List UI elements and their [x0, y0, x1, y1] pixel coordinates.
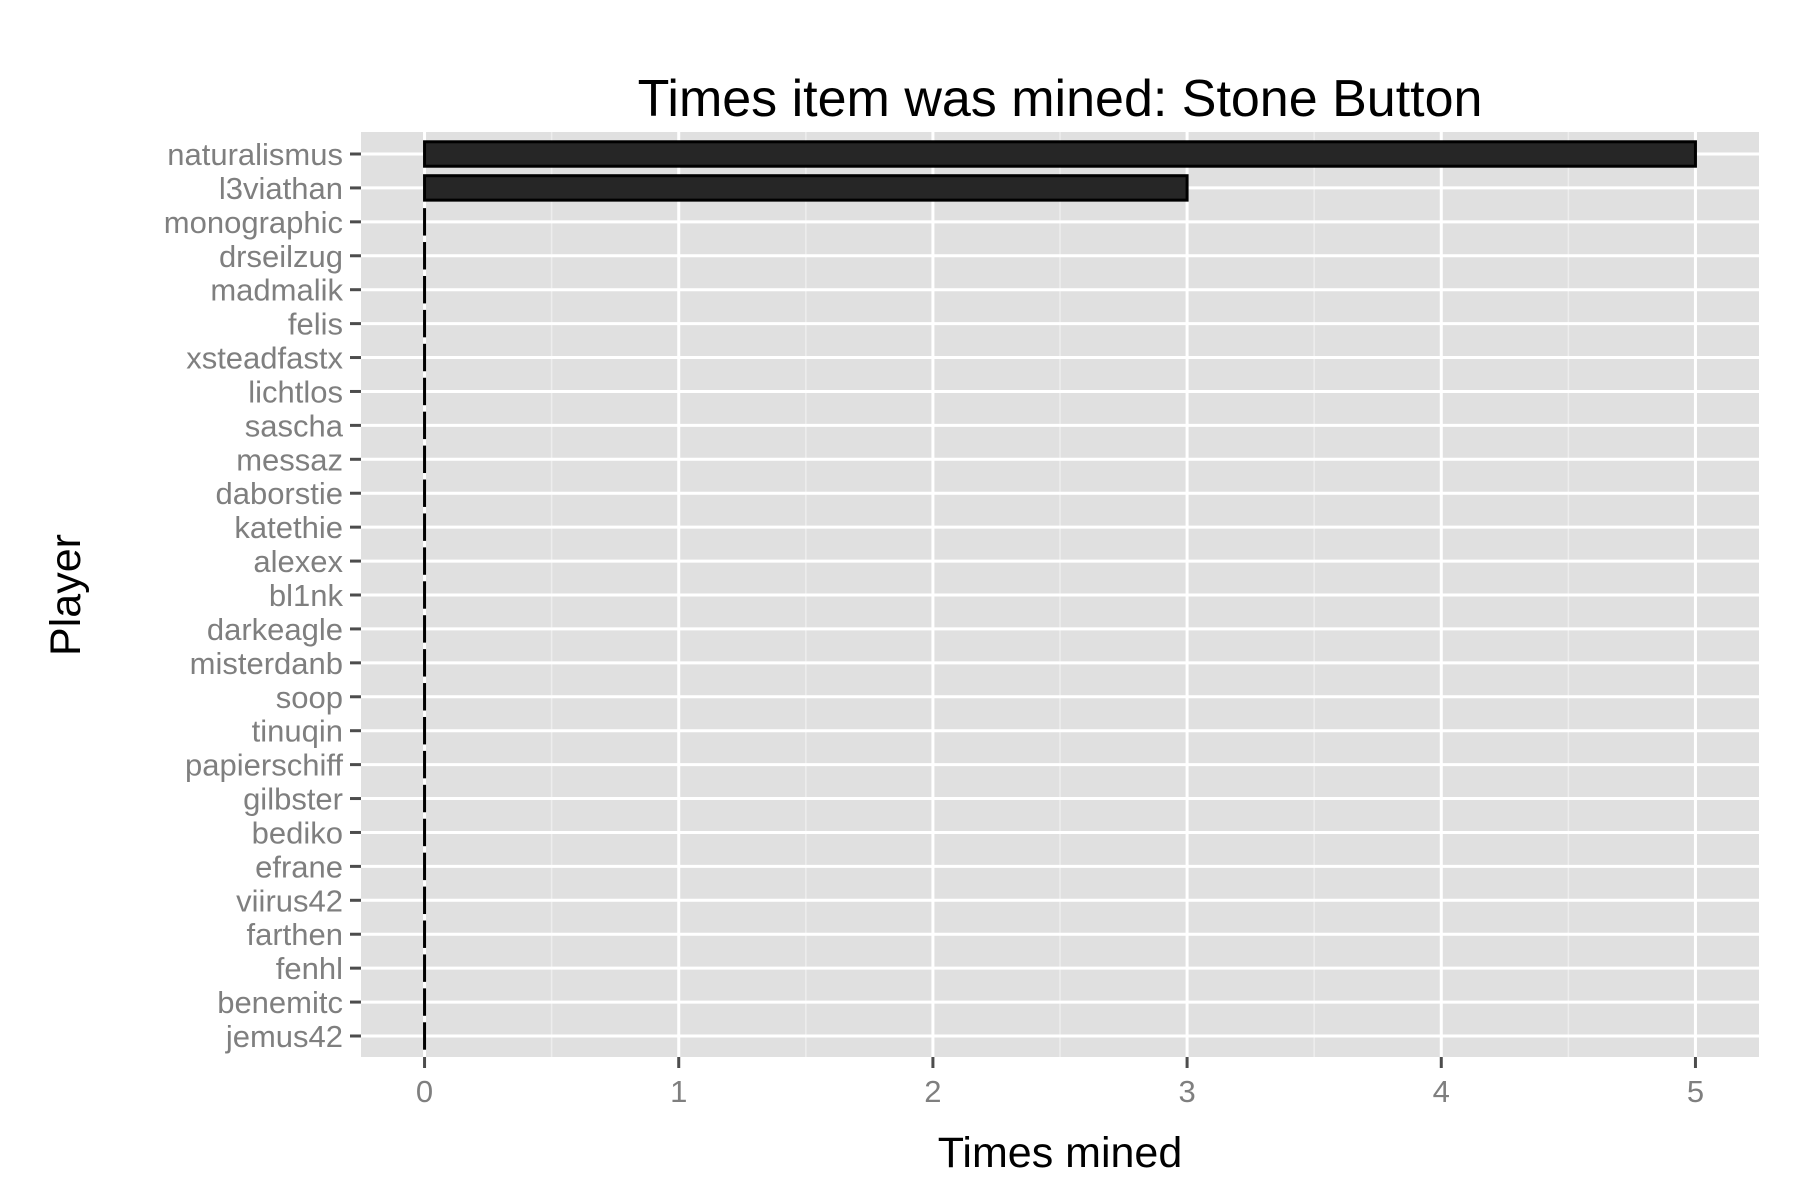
y-tick-label: darkeagle [207, 612, 343, 647]
y-tick-label: daborstie [215, 476, 343, 511]
y-tick-label: papierschiff [185, 748, 343, 783]
x-tick-label: 5 [1687, 1074, 1704, 1109]
chart-title: Times item was mined: Stone Button [638, 70, 1483, 128]
x-axis: 0 1 2 3 4 5 [416, 1057, 1704, 1109]
y-tick-label: bediko [252, 815, 343, 850]
x-tick-label: 4 [1433, 1074, 1450, 1109]
y-tick-label: viirus42 [236, 883, 343, 918]
y-tick-label: xsteadfastx [186, 341, 343, 376]
x-axis-title: Times mined [938, 1129, 1183, 1177]
y-tick-label: misterdanb [190, 646, 343, 681]
x-tick-label: 1 [670, 1074, 687, 1109]
y-tick-label: naturalismus [167, 137, 343, 172]
y-tick-label: alexex [253, 544, 343, 579]
y-tick-label: efrane [255, 849, 343, 884]
y-tick-label: lichtlos [248, 374, 343, 409]
y-tick-label: gilbster [243, 782, 343, 817]
bar-naturalismus [423, 140, 1697, 168]
y-axis-title: Player [42, 534, 90, 656]
y-tick-label: tinuqin [252, 714, 343, 749]
y-tick-label: farthen [246, 917, 343, 952]
y-tick-label: messaz [236, 442, 343, 477]
y-tick-label: bl1nk [269, 578, 344, 613]
bar-l3viathan [423, 174, 1189, 202]
y-tick-label: benemitc [217, 985, 343, 1020]
bars [423, 140, 1697, 1050]
y-tick-label: madmalik [210, 273, 343, 308]
x-tick-label: 0 [416, 1074, 433, 1109]
y-tick-label: drseilzug [219, 239, 343, 274]
major-gridlines [361, 132, 1759, 1057]
y-tick-label: fenhl [276, 951, 343, 986]
x-tick-label: 2 [924, 1074, 941, 1109]
y-tick-label: l3viathan [219, 171, 343, 206]
y-axis: naturalismusl3viathanmonographicdrseilzu… [164, 137, 361, 1054]
y-tick-label: monographic [164, 205, 343, 240]
y-tick-label: jemus42 [225, 1019, 343, 1054]
y-tick-label: soop [276, 680, 343, 715]
y-tick-label: sascha [245, 408, 344, 443]
x-tick-label: 3 [1178, 1074, 1195, 1109]
y-tick-label: felis [288, 307, 343, 342]
y-tick-label: katethie [234, 510, 343, 545]
